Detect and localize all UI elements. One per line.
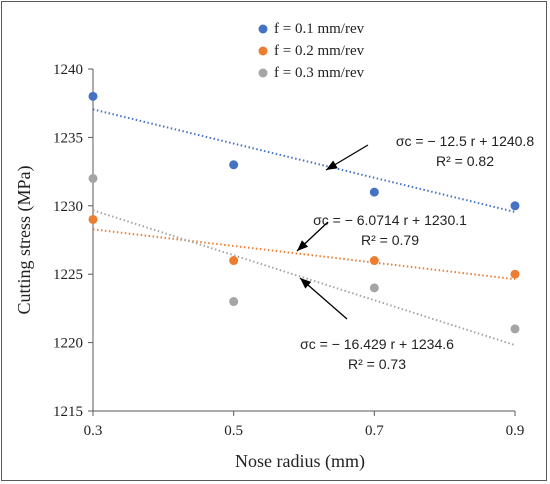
- data-point-series-1: [229, 160, 239, 170]
- legend-label: f = 0.1 mm/rev: [274, 21, 365, 37]
- trendline-series-1: [92, 108, 516, 213]
- annotation-arrowhead: [326, 160, 338, 170]
- axes: 1215 1220 1225 1230 1235 1240 0.3 0.5 0.7 0.9: [53, 62, 524, 439]
- y-tick-label: 1220: [53, 336, 83, 352]
- data-point-series-2: [229, 256, 239, 266]
- data-point-series-1: [510, 201, 520, 211]
- data-point-series-2: [510, 269, 520, 279]
- r-squared-label: R² = 0.82: [436, 153, 494, 169]
- data-point-series-3: [229, 297, 239, 307]
- legend-marker-series-1: [258, 24, 268, 34]
- trendline-series-3: [92, 209, 516, 347]
- legend: f = 0.1 mm/rev f = 0.2 mm/rev f = 0.3 mm/r…: [258, 21, 365, 81]
- trendline-equation: σc = − 6.0714 r + 1230.1: [313, 212, 467, 228]
- data-point-series-1: [88, 91, 98, 101]
- data-points: [88, 91, 520, 334]
- y-tick-label: 1230: [53, 199, 83, 215]
- legend-marker-series-2: [258, 46, 268, 56]
- data-point-series-3: [88, 173, 98, 183]
- data-point-series-1: [369, 187, 379, 197]
- x-tick-label: 0.9: [506, 423, 525, 439]
- x-tick-label: 0.3: [84, 423, 103, 439]
- annotation-arrowhead: [297, 240, 309, 251]
- data-point-series-3: [510, 324, 520, 334]
- trendlines: [92, 108, 516, 347]
- trendline-equation: σc = − 12.5 r + 1240.8: [396, 133, 534, 149]
- r-squared-label: R² = 0.79: [361, 232, 419, 248]
- data-point-series-3: [369, 283, 379, 293]
- r-squared-label: R² = 0.73: [348, 356, 406, 372]
- annotations: σc = − 12.5 r + 1240.8 R² = 0.82 σc = − 6.…: [296, 133, 534, 372]
- legend-label: f = 0.3 mm/rev: [274, 65, 365, 81]
- x-axis-label: Nose radius (mm): [235, 451, 365, 472]
- trendline-series-2: [92, 228, 516, 281]
- y-tick-label: 1235: [53, 130, 83, 146]
- legend-label: f = 0.2 mm/rev: [274, 43, 365, 59]
- data-point-series-2: [369, 256, 379, 266]
- y-tick-label: 1215: [53, 404, 83, 420]
- annotation-arrowhead: [300, 278, 312, 289]
- x-tick-label: 0.5: [224, 423, 243, 439]
- y-axis-label: Cutting stress (MPa): [14, 165, 35, 314]
- trendline-equation: σc = − 16.429 r + 1234.6: [300, 336, 454, 352]
- legend-marker-series-3: [258, 68, 268, 78]
- y-tick-label: 1225: [53, 267, 83, 283]
- y-tick-label: 1240: [53, 62, 83, 78]
- data-point-series-2: [88, 214, 98, 224]
- x-tick-label: 0.7: [365, 423, 384, 439]
